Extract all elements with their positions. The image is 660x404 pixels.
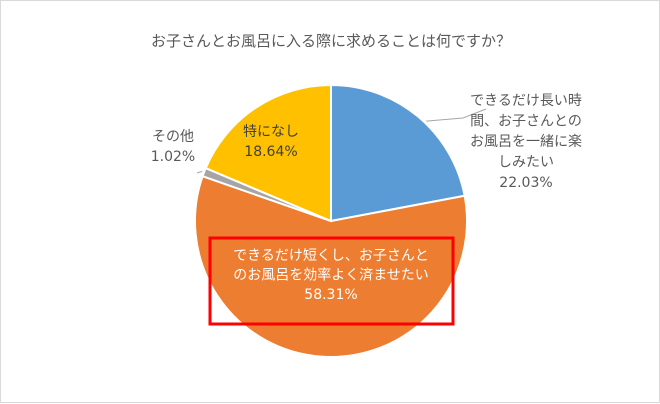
- data-label-text-1: 間、お子さんとの: [470, 114, 582, 130]
- leader-lines: [196, 108, 487, 174]
- data-label-text-1: できるだけ長い時: [470, 93, 582, 109]
- highlight-box: [208, 236, 455, 326]
- data-label-text-1: しみたい: [498, 155, 554, 171]
- data-label-text-2: できるだけ短くし、お子さんと: [233, 248, 429, 264]
- data-label-text-2: のお風呂を効率よく済ませたい: [233, 267, 429, 284]
- data-label-value-2: 58.31%: [304, 287, 357, 303]
- data-label-value-3: 1.02%: [151, 149, 195, 165]
- pie-slices: [194, 83, 468, 358]
- pie-slice-1: [330, 83, 466, 223]
- pie-slice-4: [204, 83, 332, 223]
- leader-line-3: [196, 170, 203, 174]
- data-label-value-4: 18.64%: [244, 144, 297, 160]
- data-label-text-1: お風呂を一緒に楽: [470, 134, 582, 150]
- data-label-text-3: その他: [152, 129, 194, 145]
- data-label-value-1: 22.03%: [499, 175, 552, 191]
- pie-slice-2: [194, 174, 468, 358]
- leader-line-1: [426, 108, 487, 122]
- chart-title: お子さんとお風呂に入る際に求めることは何ですか？: [151, 32, 511, 50]
- data-label-text-4: 特になし: [243, 124, 299, 140]
